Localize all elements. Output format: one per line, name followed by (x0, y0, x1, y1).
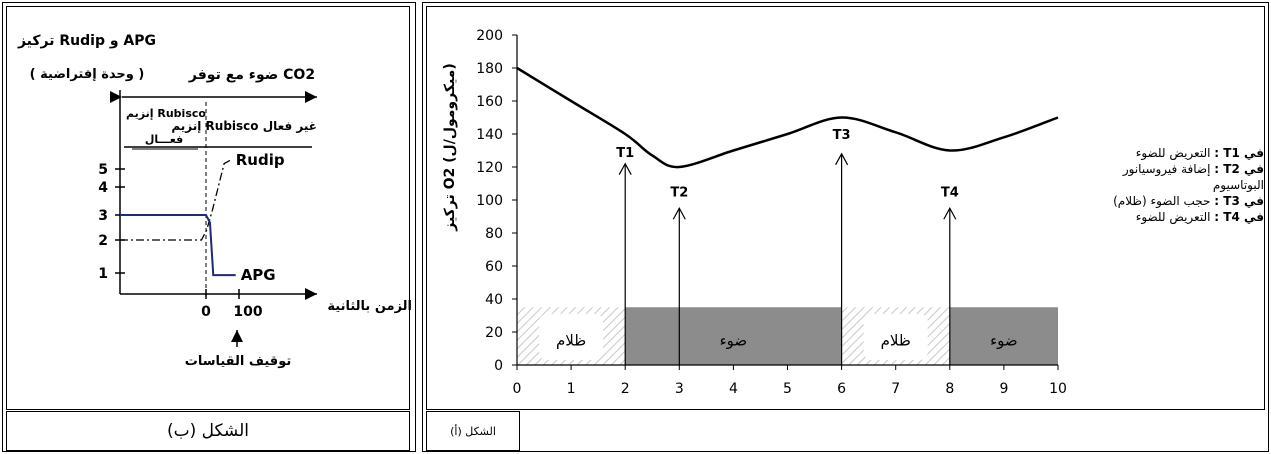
panel-b-y-title-1: تركيز Rudip و APG (17, 33, 156, 49)
rubisco-active-label-2: فعـــال (145, 133, 183, 146)
stop-measure-label: توقيف القياسات (185, 354, 291, 369)
panel-b-caption-text: الشكل (ب) (166, 421, 249, 441)
event-notes: في T1 : التعريض للضوء في T2 : إضافة فيرو… (1068, 145, 1264, 225)
panel-a-x-tick-label: 2 (621, 381, 630, 397)
rubisco-inactive-label: إنزيم Rubisco غير فعال (171, 119, 317, 133)
panel-b-y-tick-label: 5 (98, 162, 108, 178)
panel-a-caption: الشكل (أ) (426, 411, 520, 451)
series-rudip (120, 159, 232, 241)
series-apg (120, 214, 236, 277)
panel-a-x-tick-label: 9 (999, 381, 1008, 397)
panel-a-y-tick-label: 20 (485, 325, 503, 341)
event-arrowhead (835, 152, 849, 166)
series-label-apg: APG (241, 266, 276, 284)
panel-a-y-tick-label: 40 (485, 292, 503, 308)
panel-a-x-tick-label: 1 (567, 381, 576, 397)
panel-a-frame (422, 2, 1269, 452)
panel-b-chart: تركيز Rudip و APG ( وحدة إفتراضية ) ضوء … (17, 33, 412, 369)
panel-b-x-tick-label: 0 (201, 304, 211, 320)
note-t3: في T3 : حجب الضوء (ظلام) (1113, 194, 1264, 208)
panel-a-x-tick-label: 10 (1049, 381, 1067, 397)
panel-a-inner-frame (426, 6, 1265, 410)
rubisco-active-label-1: إنزيم Rubisco (126, 107, 206, 120)
panel-a-y-tick-label: 180 (476, 61, 503, 77)
panel-a-x-tick-label: 7 (891, 381, 900, 397)
panel-a-y-tick-label: 120 (476, 160, 503, 176)
panel-a-y-tick-label: 60 (485, 259, 503, 275)
panel-a-y-tick-label: 200 (476, 28, 503, 44)
event-label: T2 (670, 186, 688, 201)
panel-a-y-title: تركيز O2 (ميكرومول/ل) (442, 63, 458, 232)
band-label: ضوء (990, 331, 1018, 349)
event-label: T4 (941, 186, 959, 201)
panel-b-y-tick-label: 2 (98, 233, 108, 249)
panel-a-y-tick-label: 80 (485, 226, 503, 242)
panel-b-frame (2, 2, 416, 452)
panel-a-y-tick-label: 140 (476, 127, 503, 143)
event-label: T3 (833, 128, 851, 143)
note-t4: في T4 : التعريض للضوء (1135, 210, 1264, 224)
panel-a-y-tick-label: 0 (494, 358, 503, 374)
panel-a-chart: تركيز O2 (ميكرومول/ل) ظلام ضوء ظلام ضوء 020… (442, 28, 1067, 397)
panel-a-x-tick-label: 0 (513, 381, 522, 397)
event-arrowhead (618, 162, 632, 175)
band-label: ظلام (556, 331, 586, 349)
series-label-rudip: Rudip (236, 151, 285, 169)
band-label: ضوء (720, 331, 748, 349)
panel-a-x-tick-label: 6 (837, 381, 846, 397)
panel-b-y-tick-label: 3 (98, 208, 108, 224)
panel-a-x-tick-label: 5 (783, 381, 792, 397)
note-t2: في T2 : إضافة فيروسيانور البوتاسيوم (1122, 162, 1264, 192)
band-label-bg (539, 313, 604, 361)
band-light (949, 307, 1058, 365)
panel-b-y-tick-label: 1 (98, 266, 108, 282)
panel-b-x-tick-label: 100 (233, 304, 262, 320)
panel-b-y-tick-label: 4 (98, 180, 108, 196)
note-t1: في T1 : التعريض للضوء (1135, 146, 1264, 160)
panel-a-x-tick-label: 8 (945, 381, 954, 397)
panel-b-y-title-2: ( وحدة إفتراضية ) (30, 67, 145, 82)
event-arrowhead (672, 206, 686, 220)
event-label: T1 (616, 146, 634, 161)
band-label-bg (863, 313, 928, 361)
band-label: ظلام (881, 331, 911, 349)
panel-b-inner-frame (6, 6, 410, 410)
panel-b-caption: الشكل (ب) (6, 411, 410, 451)
o2-curve (516, 66, 1059, 169)
panel-a-x-tick-label: 3 (675, 381, 684, 397)
light-co2-label: ضوء مع توفر CO2 (188, 67, 315, 83)
panel-b-x-title: الزمن بالثانية (327, 299, 412, 314)
band-light (625, 307, 842, 365)
panel-a-y-tick-label: 100 (476, 193, 503, 209)
panel-a-y-tick-label: 160 (476, 94, 503, 110)
event-arrowhead (943, 206, 957, 220)
panel-a-caption-text: الشكل (أ) (450, 424, 496, 438)
panel-a-x-tick-label: 4 (729, 381, 738, 397)
